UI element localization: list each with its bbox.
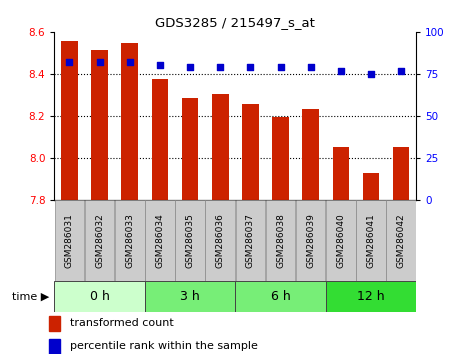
FancyBboxPatch shape — [386, 200, 416, 281]
FancyBboxPatch shape — [145, 281, 235, 312]
Text: 12 h: 12 h — [357, 290, 385, 303]
Bar — [49, 339, 60, 354]
Text: GSM286038: GSM286038 — [276, 213, 285, 268]
Point — [66, 59, 73, 65]
Point — [217, 64, 224, 70]
Text: GSM286039: GSM286039 — [306, 213, 315, 268]
Point — [156, 63, 164, 68]
Text: GSM286036: GSM286036 — [216, 213, 225, 268]
Text: 0 h: 0 h — [90, 290, 110, 303]
FancyBboxPatch shape — [296, 200, 325, 281]
Bar — [91, 50, 108, 200]
Point — [96, 59, 104, 65]
Point — [337, 68, 345, 73]
Point — [126, 59, 133, 65]
FancyBboxPatch shape — [266, 200, 295, 281]
FancyBboxPatch shape — [205, 200, 235, 281]
Point — [367, 71, 375, 77]
Point — [307, 64, 315, 70]
Bar — [393, 148, 410, 200]
Text: GSM286041: GSM286041 — [367, 213, 376, 268]
Point — [277, 64, 284, 70]
Bar — [152, 79, 168, 200]
FancyBboxPatch shape — [326, 281, 416, 312]
FancyBboxPatch shape — [326, 200, 356, 281]
Text: GSM286035: GSM286035 — [185, 213, 194, 268]
FancyBboxPatch shape — [85, 200, 114, 281]
Point — [246, 64, 254, 70]
Bar — [49, 316, 60, 331]
Bar — [333, 148, 349, 200]
FancyBboxPatch shape — [55, 200, 84, 281]
Text: GSM286042: GSM286042 — [397, 213, 406, 268]
FancyBboxPatch shape — [54, 281, 145, 312]
Text: transformed count: transformed count — [70, 319, 174, 329]
Text: time ▶: time ▶ — [12, 291, 50, 302]
Text: GSM286037: GSM286037 — [246, 213, 255, 268]
FancyBboxPatch shape — [115, 200, 145, 281]
Bar — [182, 98, 198, 200]
Text: GSM286031: GSM286031 — [65, 213, 74, 268]
Text: 3 h: 3 h — [180, 290, 200, 303]
Point — [397, 68, 405, 73]
Text: GSM286040: GSM286040 — [336, 213, 345, 268]
FancyBboxPatch shape — [235, 281, 326, 312]
Text: GSM286034: GSM286034 — [156, 213, 165, 268]
Text: GSM286033: GSM286033 — [125, 213, 134, 268]
FancyBboxPatch shape — [145, 200, 175, 281]
Text: percentile rank within the sample: percentile rank within the sample — [70, 342, 258, 352]
Bar — [242, 104, 259, 200]
FancyBboxPatch shape — [236, 200, 265, 281]
Bar — [61, 41, 78, 200]
Bar — [363, 173, 379, 200]
FancyBboxPatch shape — [175, 200, 205, 281]
Text: 6 h: 6 h — [271, 290, 290, 303]
Point — [186, 64, 194, 70]
Bar — [122, 44, 138, 200]
FancyBboxPatch shape — [356, 200, 386, 281]
Bar — [302, 109, 319, 200]
Text: GSM286032: GSM286032 — [95, 213, 104, 268]
Bar — [212, 94, 228, 200]
Title: GDS3285 / 215497_s_at: GDS3285 / 215497_s_at — [155, 16, 315, 29]
Bar — [272, 117, 289, 200]
